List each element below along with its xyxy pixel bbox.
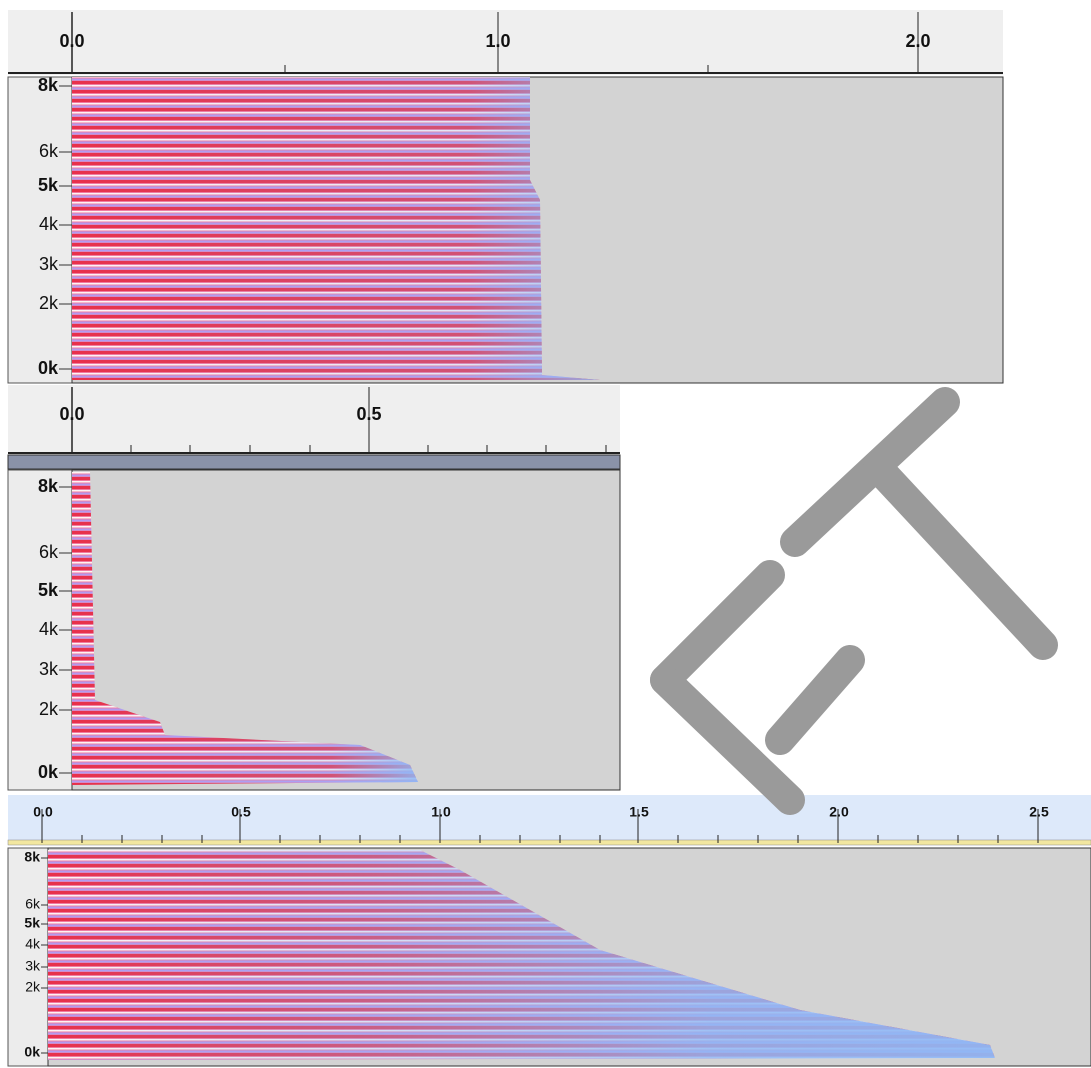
time-label: 1.0 (485, 31, 510, 51)
freq-label: 5k (38, 175, 59, 195)
logo-stroke (765, 645, 865, 755)
freq-label: 6k (39, 141, 59, 161)
freq-label: 6k (25, 896, 41, 912)
time-label: 1.5 (629, 804, 649, 820)
selection-bar (7, 839, 1091, 846)
freq-label: 0k (24, 1044, 40, 1060)
logo (650, 387, 1058, 815)
freq-label: 4k (39, 214, 59, 234)
time-label: 0.5 (356, 404, 381, 424)
label-gutter (7, 76, 73, 384)
spectrogram-fade (72, 472, 418, 785)
logo-stroke (863, 453, 1058, 660)
freq-label: 5k (24, 915, 40, 931)
freq-label: 3k (39, 659, 59, 679)
freq-label: 2k (39, 699, 59, 719)
freq-label: 0k (38, 358, 59, 378)
ruler (8, 385, 620, 455)
freq-label: 4k (39, 619, 59, 639)
time-label: 2.0 (905, 31, 930, 51)
time-label: 0.0 (33, 804, 53, 820)
freq-label: 4k (25, 936, 41, 952)
freq-label: 0k (38, 762, 59, 782)
freq-label: 2k (39, 293, 59, 313)
freq-label: 8k (38, 476, 59, 496)
time-label: 2.5 (1029, 804, 1049, 820)
logo-stroke (650, 560, 785, 695)
time-label: 0.5 (231, 804, 251, 820)
spectrogram-fade (48, 850, 995, 1060)
track-bar (7, 454, 621, 470)
ruler (8, 795, 1091, 845)
freq-label: 5k (38, 580, 59, 600)
logo-stroke (650, 665, 805, 815)
time-label: 1.0 (431, 804, 451, 820)
freq-label: 8k (38, 75, 59, 95)
spectrogram-fade (72, 77, 600, 380)
time-label: 2.0 (829, 804, 849, 820)
freq-label: 8k (24, 849, 40, 865)
freq-label: 2k (25, 979, 41, 995)
freq-label: 3k (39, 254, 59, 274)
time-label: 0.0 (59, 404, 84, 424)
ruler (8, 10, 1003, 75)
freq-label: 6k (39, 542, 59, 562)
label-gutter (7, 847, 49, 1067)
freq-label: 3k (25, 958, 41, 974)
time-label: 0.0 (59, 31, 84, 51)
